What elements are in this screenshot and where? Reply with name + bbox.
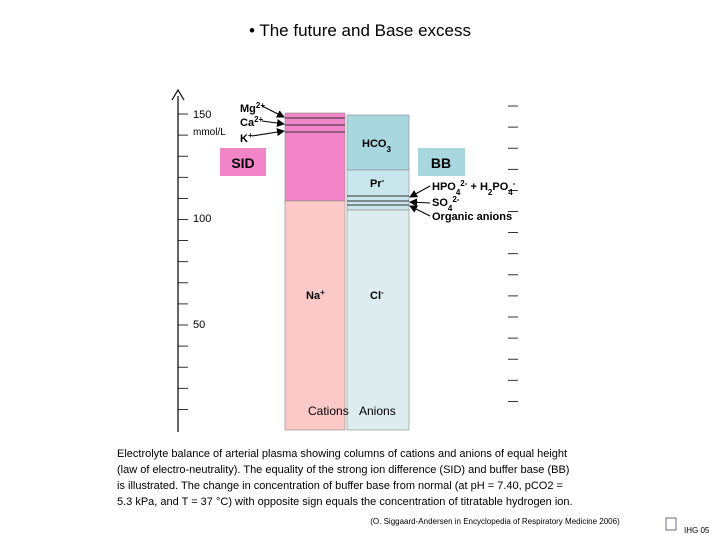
- tick-label: 100: [193, 213, 211, 225]
- ion-label: Ca2+: [240, 115, 264, 130]
- ion-label: K+: [240, 131, 253, 146]
- bb-label: BB: [431, 155, 451, 171]
- ion-part: +: [320, 288, 325, 297]
- arrow: [409, 185, 431, 198]
- ion-part: -: [382, 176, 385, 185]
- ion-part: Cl: [370, 290, 381, 302]
- axis-arrow: [171, 88, 185, 101]
- ion-label: SO42-: [432, 195, 460, 213]
- ion-part: HCO: [362, 138, 387, 150]
- tick-group: [178, 105, 518, 410]
- ion-part: HPO: [432, 181, 456, 193]
- tick-label: 50: [193, 319, 205, 331]
- ion-part: +: [248, 131, 253, 140]
- unit-label: mmol/L: [193, 127, 226, 138]
- ion-part: Ca: [240, 117, 255, 129]
- ion-label: Cl-: [370, 288, 384, 303]
- arrow: [261, 119, 285, 128]
- ion-part: + H: [467, 181, 488, 193]
- bb-box: [418, 148, 465, 176]
- cation-minor-block: [284, 112, 346, 202]
- ion-label: HPO42- + H2PO4-: [432, 179, 516, 197]
- sid-label: SID: [231, 155, 254, 171]
- chloride-block: [346, 209, 410, 431]
- column-label: Anions: [359, 404, 396, 418]
- ion-part: 3: [386, 145, 391, 154]
- citation: (O. Siggaard-Andersen in Encyclopedia of…: [370, 517, 620, 526]
- footer: IHG 05: [684, 526, 710, 535]
- logo: [665, 517, 677, 531]
- sodium-block: [284, 200, 346, 431]
- ion-label: Na+: [306, 288, 325, 303]
- tick-label: 150: [193, 109, 211, 121]
- column-label: Cations: [308, 404, 349, 418]
- caption: Electrolyte balance of arterial plasma s…: [117, 448, 573, 508]
- ion-part: K: [240, 133, 248, 145]
- ion-part: PO: [492, 181, 508, 193]
- ion-label: Pr-: [370, 176, 385, 191]
- ion-part: Organic anions: [432, 211, 512, 223]
- arrow: [261, 105, 285, 118]
- ion-part: -: [513, 179, 516, 188]
- ion-label: Organic anions: [432, 211, 512, 223]
- ion-part: Pr: [370, 178, 382, 190]
- bicarbonate-block: [346, 114, 410, 171]
- ion-label: HCO3: [362, 138, 391, 154]
- arrow: [251, 128, 285, 137]
- ion-part: 2-: [460, 179, 467, 188]
- ion-part: 2+: [256, 101, 265, 110]
- caption-line: 5.3 kPa, and T = 37 °C) with opposite si…: [117, 496, 573, 508]
- title: • The future and Base excess: [249, 21, 471, 40]
- protein-block: [346, 169, 410, 211]
- ion-part: -: [381, 288, 384, 297]
- ion-part: 2+: [254, 115, 263, 124]
- arrow: [409, 198, 431, 207]
- caption-line: (law of electro-neutrality). The equalit…: [117, 464, 569, 476]
- sid-box: [220, 148, 266, 176]
- ion-label: Mg2+: [240, 101, 265, 116]
- ion-part: 4: [508, 188, 513, 197]
- ion-part: 2: [488, 188, 493, 197]
- caption-line: is illustrated. The change in concentrat…: [117, 480, 563, 492]
- ion-part: Mg: [240, 103, 256, 115]
- ion-part: 4: [448, 204, 453, 213]
- ion-part: SO: [432, 197, 448, 209]
- caption-line: Electrolyte balance of arterial plasma s…: [117, 448, 567, 460]
- arrow: [409, 205, 431, 217]
- ion-part: 2-: [452, 195, 459, 204]
- ion-part: 4: [456, 188, 461, 197]
- ion-part: Na: [306, 290, 321, 302]
